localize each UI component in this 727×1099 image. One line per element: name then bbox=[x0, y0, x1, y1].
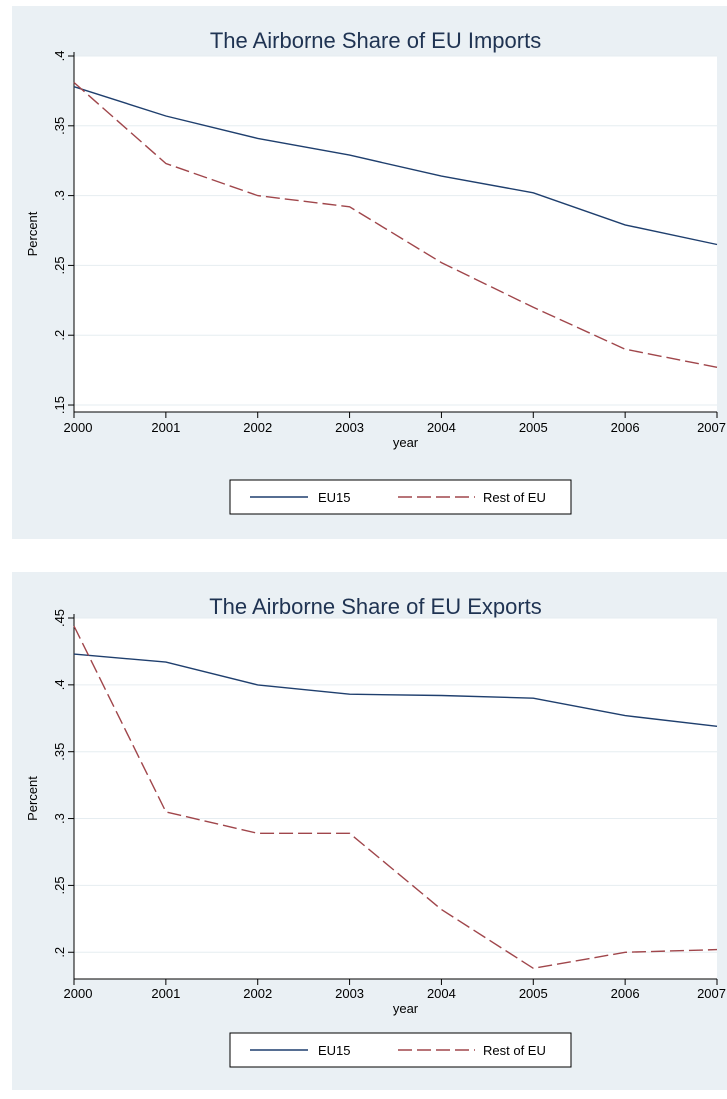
imports-legend: EU15 Rest of EU bbox=[229, 479, 572, 515]
imports-y-tick-label: .25 bbox=[52, 256, 67, 274]
exports-legend-rest-of-eu-label: Rest of EU bbox=[483, 1043, 546, 1058]
exports-y-tick-label: .3 bbox=[52, 813, 67, 824]
exports-chart-title: The Airborne Share of EU Exports bbox=[209, 594, 542, 619]
exports-x-tick-label: 2004 bbox=[427, 986, 456, 1001]
imports-y-tick-label: .35 bbox=[52, 117, 67, 135]
imports-legend-rest-of-eu-label: Rest of EU bbox=[483, 490, 546, 505]
exports-y-tick-label: .45 bbox=[52, 609, 67, 627]
exports-x-tick-label: 2002 bbox=[243, 986, 272, 1001]
exports-y-tick-label: .2 bbox=[52, 947, 67, 958]
imports-x-tick-label: 2002 bbox=[243, 420, 272, 435]
exports-chart-panel: The Airborne Share of EU Exports .2 .25 .3.… bbox=[12, 572, 727, 1090]
exports-y-tick-label: .25 bbox=[52, 876, 67, 894]
imports-y-tick-label: .3 bbox=[52, 190, 67, 201]
imports-chart-title: The Airborne Share of EU Imports bbox=[210, 28, 541, 53]
exports-chart: The Airborne Share of EU Exports .2 .25 .3.… bbox=[25, 594, 726, 1068]
imports-y-tick-label: .4 bbox=[52, 51, 67, 62]
imports-x-tick-label: 2003 bbox=[335, 420, 364, 435]
imports-chart: The Airborne Share of EU Imports .15 .2 .25… bbox=[25, 28, 726, 515]
exports-x-tick-label: 2006 bbox=[611, 986, 640, 1001]
imports-x-tick-label: 2000 bbox=[64, 420, 93, 435]
imports-x-axis-label: year bbox=[393, 435, 419, 450]
imports-legend-eu15-label: EU15 bbox=[318, 490, 351, 505]
imports-x-tick-label: 2006 bbox=[611, 420, 640, 435]
exports-legend-eu15-label: EU15 bbox=[318, 1043, 351, 1058]
exports-y-tick-label: .4 bbox=[52, 679, 67, 690]
imports-chart-panel: The Airborne Share of EU Imports .15 .2 .25… bbox=[12, 6, 727, 539]
imports-x-tick-label: 2004 bbox=[427, 420, 456, 435]
exports-plot-area bbox=[74, 618, 717, 979]
imports-x-tick-label: 2001 bbox=[151, 420, 180, 435]
exports-y-tick-label: .35 bbox=[52, 743, 67, 761]
exports-series-eu15-line bbox=[73, 653, 718, 727]
exports-x-tick-label: 2001 bbox=[151, 986, 180, 1001]
exports-x-axis-label: year bbox=[393, 1001, 419, 1016]
imports-y-tick-label: .15 bbox=[52, 396, 67, 414]
exports-x-tick-label: 2000 bbox=[64, 986, 93, 1001]
imports-y-axis-label: Percent bbox=[25, 211, 40, 256]
exports-x-tick-label: 2005 bbox=[519, 986, 548, 1001]
imports-x-tick-label: 2005 bbox=[519, 420, 548, 435]
exports-legend: EU15 Rest of EU bbox=[229, 1032, 572, 1068]
imports-x-tick-label: 2007 bbox=[697, 420, 726, 435]
exports-x-tick-label: 2003 bbox=[335, 986, 364, 1001]
imports-y-tick-label: .2 bbox=[52, 330, 67, 341]
imports-series-rest-of-eu-line bbox=[73, 81, 718, 368]
exports-x-tick-label: 2007 bbox=[697, 986, 726, 1001]
exports-y-axis-label: Percent bbox=[25, 776, 40, 821]
imports-series-eu15-line bbox=[73, 86, 718, 246]
